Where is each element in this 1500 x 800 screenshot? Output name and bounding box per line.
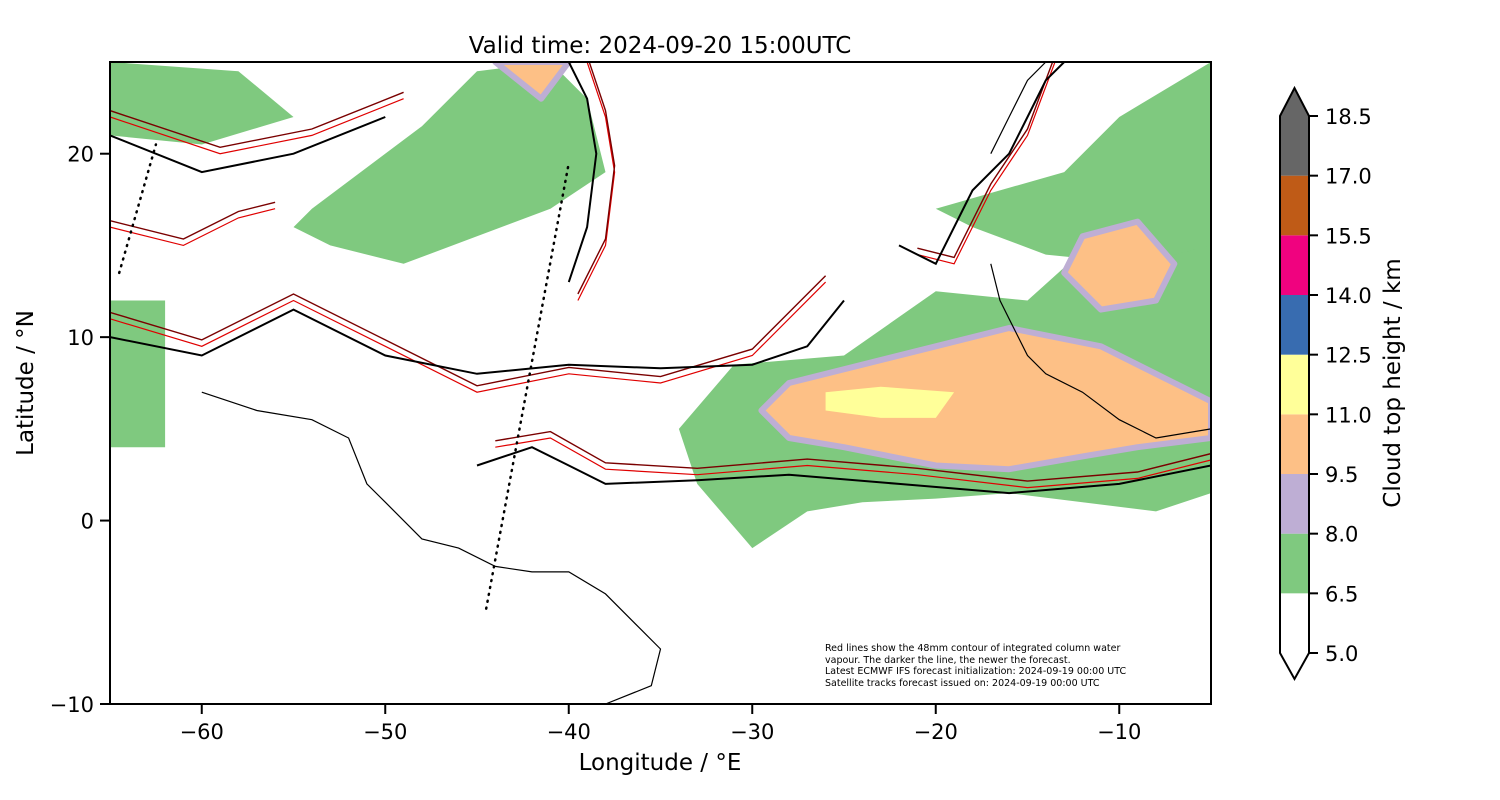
cloud-region — [110, 62, 294, 145]
colorbar-segment — [1280, 474, 1309, 534]
note-line: Latest ECMWF IFS forecast initialization… — [825, 666, 1126, 677]
y-axis-label: Latitude / °N — [13, 310, 39, 456]
iwv-contour-red — [110, 98, 404, 155]
iwv-contour-black — [898, 62, 1065, 266]
colorbar-segment — [1280, 593, 1309, 653]
y-tick-label: 20 — [67, 143, 94, 167]
colorbar-label: Cloud top height / km — [1380, 258, 1406, 507]
iwv-contours — [110, 62, 1211, 495]
colorbar-tick-label: 18.5 — [1325, 105, 1372, 129]
iwv-contour-red — [495, 437, 1211, 489]
iwv-contour-red — [917, 62, 1056, 265]
y-tick-label: −10 — [50, 693, 94, 717]
iwv-contour-black — [110, 116, 386, 174]
cloud-region — [293, 62, 606, 264]
x-tick-label: −20 — [914, 720, 958, 744]
colorbar-segment — [1280, 354, 1309, 415]
iwv-contour-red — [110, 281, 827, 393]
colorbar-tick-label: 15.5 — [1325, 224, 1372, 248]
colorbar-tick-label: 6.5 — [1325, 582, 1358, 606]
cloud-region — [935, 62, 1211, 264]
x-tick-label: −60 — [180, 720, 224, 744]
iwv-contour-black — [567, 62, 598, 283]
colorbar-segment — [1280, 116, 1309, 176]
colorbar-tick-label: 12.5 — [1325, 344, 1372, 368]
map-title: Valid time: 2024-09-20 15:00UTC — [469, 33, 852, 59]
iwv-contour-red — [110, 208, 276, 247]
satellite-track — [484, 161, 571, 610]
colorbar-tick-label: 17.0 — [1325, 165, 1372, 189]
note-line: Red lines show the 48mm contour of integ… — [825, 643, 1120, 654]
coastline — [990, 263, 1211, 439]
colorbar-tick-label: 8.0 — [1325, 523, 1358, 547]
colorbar-tick-label: 11.0 — [1325, 403, 1372, 427]
colorbar-segment — [1280, 235, 1309, 295]
iwv-contour-darkred — [917, 62, 1054, 259]
x-tick-label: −30 — [730, 720, 774, 744]
iwv-contour-black — [110, 299, 845, 375]
cloud-region — [758, 325, 1211, 473]
note-line: Satellite tracks forecast issued on: 202… — [825, 678, 1100, 689]
y-axis: −10 0 10 20 — [50, 143, 110, 717]
coastline — [990, 62, 1047, 154]
colorbar-segment — [1280, 533, 1309, 594]
cloud-region — [1061, 218, 1178, 313]
map-annotation-note: Red lines show the 48mm contour of integ… — [825, 643, 1126, 689]
colorbar-tick-label: 14.0 — [1325, 284, 1372, 308]
cloud-region — [110, 300, 166, 448]
colorbar: 5.0 6.5 8.0 9.5 11.0 12.5 14.0 15.5 17.0 18.5 — [1279, 85, 1372, 682]
colorbar-extend-min — [1280, 653, 1309, 679]
y-tick-label: 10 — [67, 326, 94, 350]
iwv-contour-darkred — [110, 201, 276, 240]
note-line: vapour. The darker the line, the newer t… — [825, 655, 1071, 666]
map-plot-area — [110, 62, 1211, 704]
coastline — [201, 391, 662, 704]
x-axis-label: Longitude / °E — [579, 750, 742, 776]
colorbar-extend-max — [1280, 88, 1309, 116]
x-tick-label: −50 — [363, 720, 407, 744]
satellite-tracks — [117, 143, 571, 610]
iwv-contour-black — [476, 446, 1211, 495]
cloud-region — [825, 386, 955, 418]
cloud-region — [492, 62, 572, 102]
satellite-track — [117, 143, 158, 275]
x-axis: −60 −50 −40 −30 −20 −10 — [180, 704, 1141, 744]
iwv-contour-darkred — [495, 430, 1211, 482]
iwv-contour-darkred — [577, 62, 616, 295]
colorbar-segment — [1280, 295, 1309, 355]
coastlines — [201, 62, 1211, 704]
y-tick-label: 0 — [81, 510, 94, 534]
x-tick-label: −10 — [1097, 720, 1141, 744]
colorbar-segment — [1280, 414, 1309, 474]
iwv-contour-red — [577, 62, 616, 301]
map-frame — [109, 61, 1212, 705]
iwv-contour-darkred — [110, 275, 827, 387]
colorbar-tick-label: 9.5 — [1325, 463, 1358, 487]
x-tick-label: −40 — [547, 720, 591, 744]
colorbar-segment — [1280, 175, 1309, 236]
iwv-contour-darkred — [110, 91, 404, 149]
colorbar-tick-label: 5.0 — [1325, 642, 1358, 666]
cloud-top-height-field — [110, 62, 1211, 549]
